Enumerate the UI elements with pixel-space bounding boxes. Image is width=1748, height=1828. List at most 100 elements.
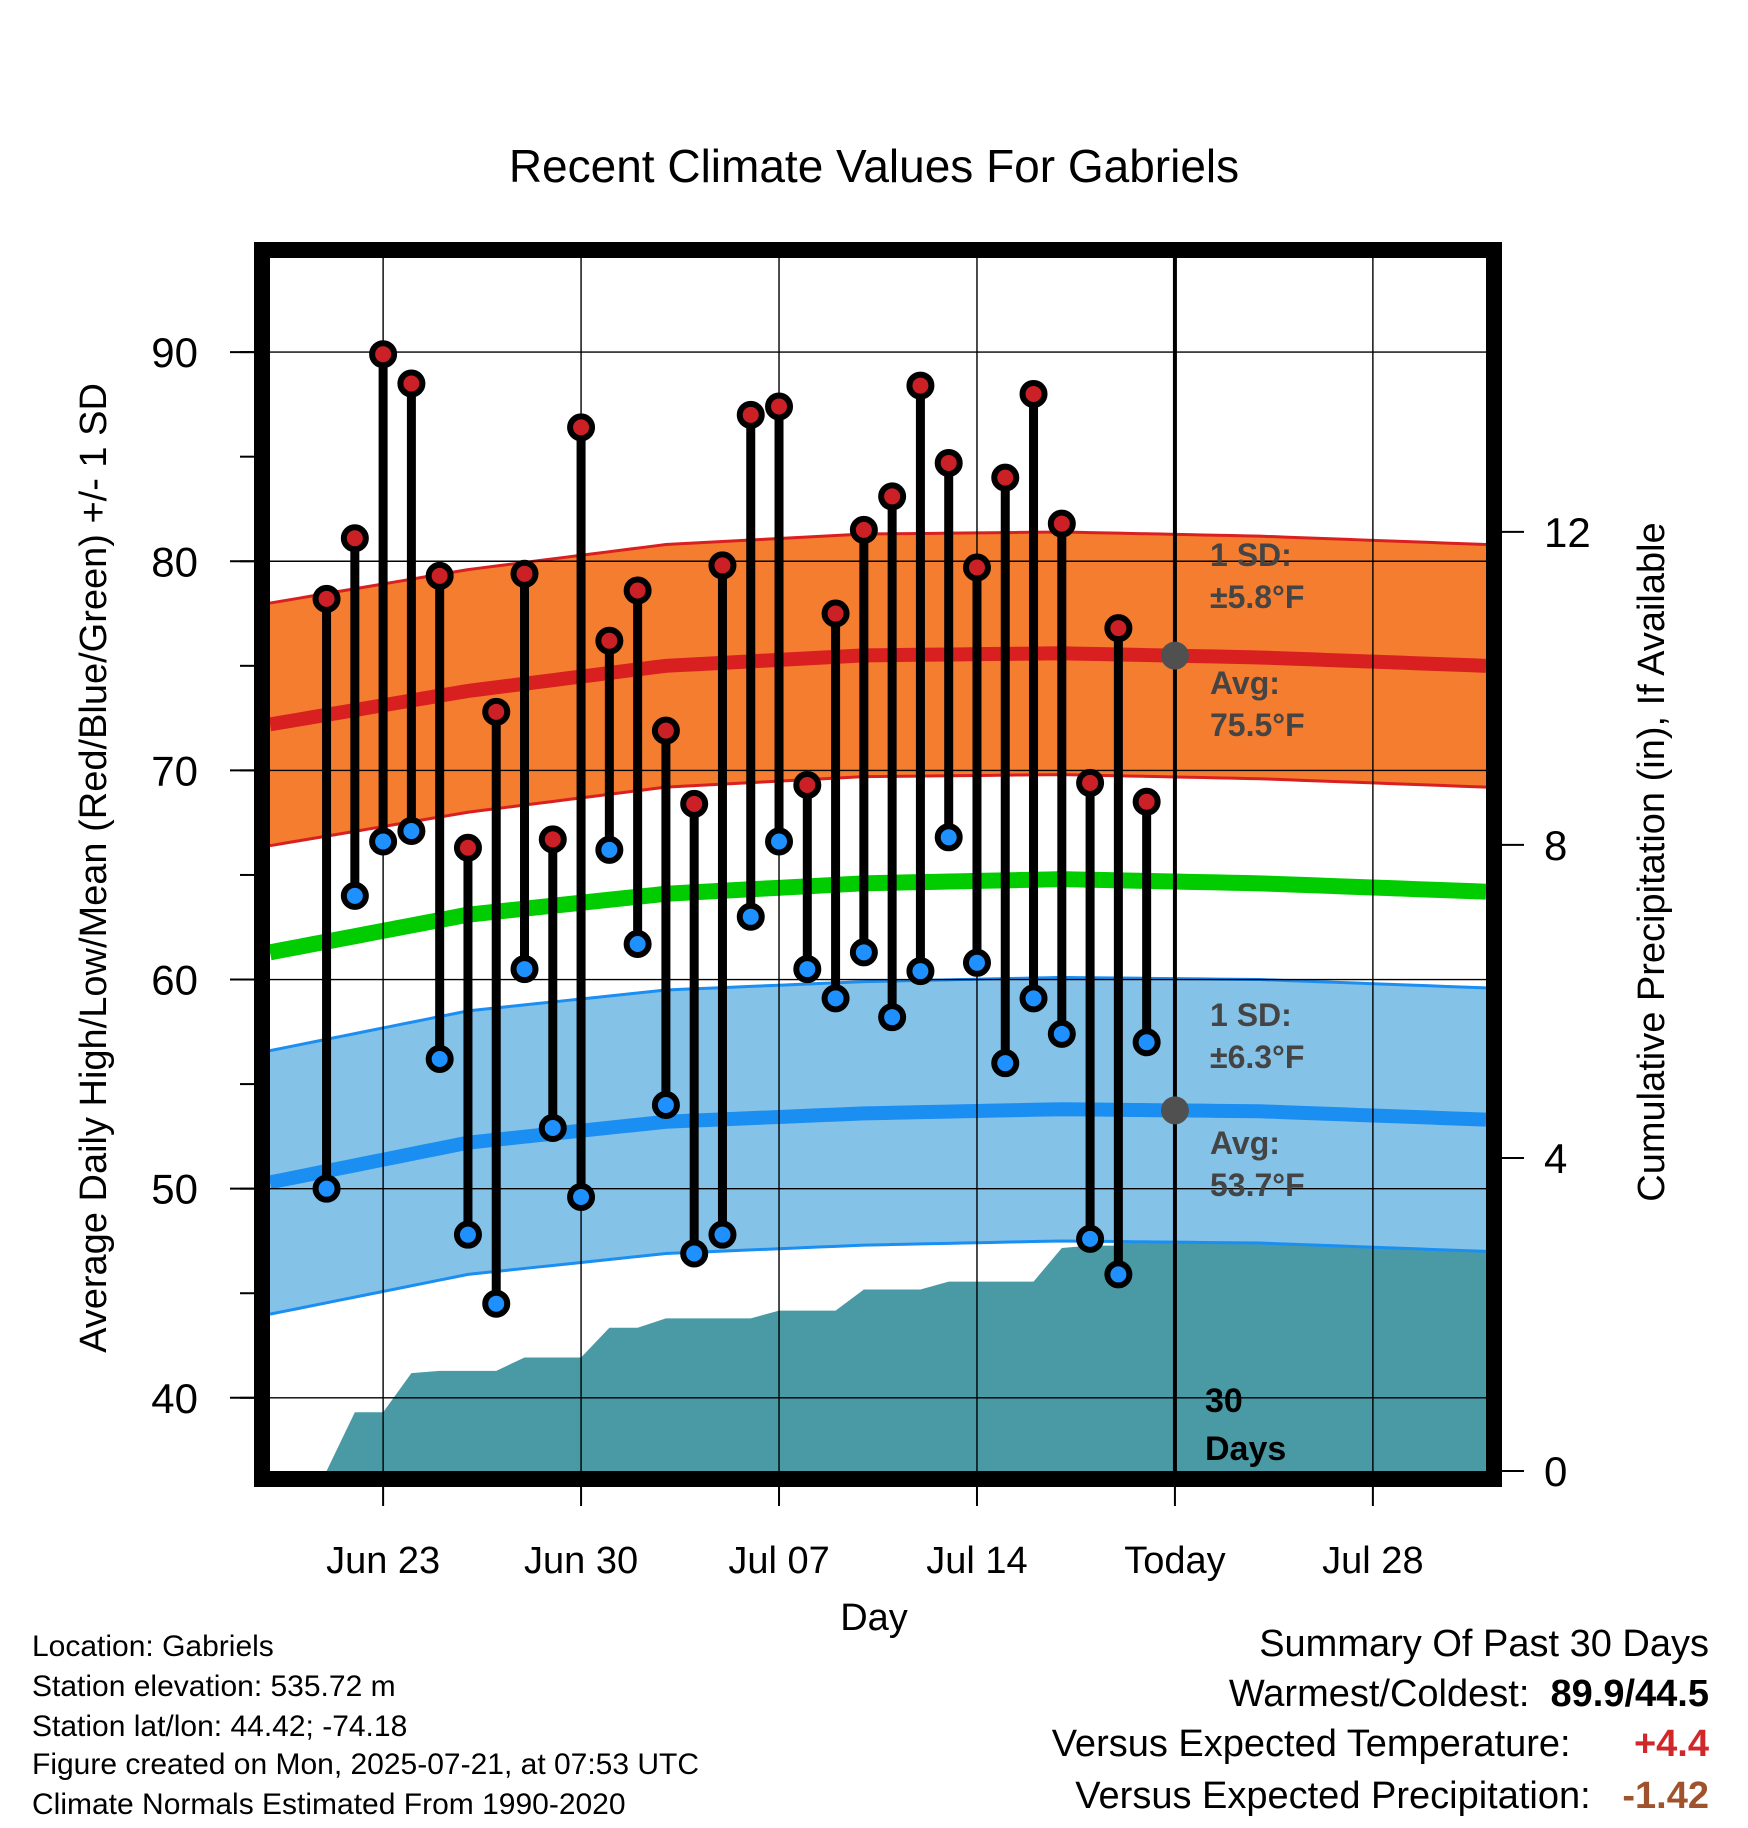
today-high-avg-marker bbox=[1160, 641, 1189, 670]
daily-high-point bbox=[934, 448, 963, 477]
daily-low-point bbox=[708, 1220, 737, 1249]
daily-high-point bbox=[821, 599, 850, 628]
high-normal-line bbox=[268, 646, 1487, 732]
daily-low-point bbox=[397, 817, 426, 846]
daily-low-point bbox=[567, 1183, 596, 1212]
temp-label: Versus Expected Temperature: bbox=[1051, 1723, 1571, 1765]
daily-low-point bbox=[425, 1044, 454, 1073]
daily-low-point bbox=[651, 1091, 680, 1120]
daily-high-point bbox=[1132, 787, 1161, 816]
daily-high-point bbox=[736, 400, 765, 429]
daily-low-point bbox=[1076, 1224, 1105, 1253]
chart-title: Recent Climate Values For Gabriels bbox=[509, 140, 1239, 192]
warm-cold-value: 89.9/44.5 bbox=[1550, 1673, 1709, 1715]
daily-high-point bbox=[510, 559, 539, 588]
daily-low-point bbox=[1132, 1028, 1161, 1057]
y-tick-label: 90 bbox=[151, 329, 198, 376]
high-sd-label: 1 SD: bbox=[1210, 537, 1292, 573]
daily-high-point bbox=[397, 369, 426, 398]
daily-low-point bbox=[962, 948, 991, 977]
daily-high-point bbox=[425, 561, 454, 590]
daily-low-point bbox=[1047, 1019, 1076, 1048]
high-avg-value: 75.5°F bbox=[1210, 707, 1305, 743]
days-count: 30 bbox=[1205, 1382, 1243, 1420]
daily-high-point bbox=[1047, 509, 1076, 538]
elevation-text: Station elevation: 535.72 m bbox=[32, 1670, 396, 1703]
y-axis-label: Average Daily High/Low/Mean (Red/Blue/Gr… bbox=[73, 383, 115, 1353]
high-annotations: 1 SD: ±5.8°F Avg: 75.5°F bbox=[1210, 537, 1305, 743]
daily-low-point bbox=[991, 1049, 1020, 1078]
y2-tick-label: 12 bbox=[1544, 509, 1591, 556]
low-normal-band-upper-edge bbox=[269, 975, 1487, 1053]
high-normal-band bbox=[270, 531, 1486, 846]
summary-precip: Versus Expected Precipitation: -1.42 bbox=[1075, 1776, 1709, 1816]
daily-high-point bbox=[538, 825, 567, 854]
daily-low-point bbox=[453, 1220, 482, 1249]
x-tick-label: Today bbox=[1124, 1540, 1225, 1582]
daily-low-point bbox=[680, 1239, 709, 1268]
x-tick-label: Jun 30 bbox=[524, 1540, 638, 1582]
daily-high-point bbox=[878, 482, 907, 511]
precipitation-area bbox=[298, 1228, 1487, 1471]
daily-high-point bbox=[962, 553, 991, 582]
y2-tick-label: 4 bbox=[1544, 1135, 1567, 1182]
y-tick-label: 80 bbox=[151, 538, 198, 585]
daily-high-point bbox=[849, 515, 878, 544]
daily-high-point bbox=[1076, 768, 1105, 797]
daily-low-point bbox=[878, 1003, 907, 1032]
daily-high-point bbox=[906, 371, 935, 400]
daily-high-point bbox=[453, 833, 482, 862]
daily-high-point bbox=[991, 463, 1020, 492]
created-text: Figure created on Mon, 2025-07-21, at 07… bbox=[32, 1748, 700, 1781]
daily-low-point bbox=[934, 823, 963, 852]
low-normal-band bbox=[270, 977, 1486, 1315]
daily-high-point bbox=[482, 697, 511, 726]
daily-high-point bbox=[1104, 614, 1133, 643]
daily-high-point bbox=[651, 716, 680, 745]
location-text: Location: Gabriels bbox=[32, 1630, 274, 1663]
daily-low-point bbox=[1019, 984, 1048, 1013]
daily-high-point bbox=[595, 626, 624, 655]
plot-frame bbox=[254, 242, 1502, 1487]
daily-high-point bbox=[765, 392, 794, 421]
summary-warm-cold: Warmest/Coldest: 89.9/44.5 bbox=[1229, 1674, 1709, 1714]
daily-low-point bbox=[510, 955, 539, 984]
daily-low-point bbox=[538, 1114, 567, 1143]
x-tick-label: Jul 14 bbox=[926, 1540, 1027, 1582]
days-word: Days bbox=[1205, 1430, 1286, 1468]
summary-temp: Versus Expected Temperature: +4.4 bbox=[1052, 1724, 1709, 1764]
x-axis-label: Day bbox=[840, 1597, 908, 1639]
x-tick-label: Jul 07 bbox=[728, 1540, 829, 1582]
daily-high-point bbox=[340, 524, 369, 553]
daily-low-point bbox=[595, 835, 624, 864]
temp-value: +4.4 bbox=[1633, 1723, 1709, 1765]
normals-text: Climate Normals Estimated From 1990-2020 bbox=[32, 1788, 626, 1821]
daily-low-point bbox=[1104, 1260, 1133, 1289]
daily-high-point bbox=[369, 340, 398, 369]
high-sd-value: ±5.8°F bbox=[1210, 579, 1304, 615]
low-avg-value: 53.7°F bbox=[1210, 1167, 1305, 1203]
axes: 40 50 60 70 80 90 0 4 8 12 Jun 23 Jun 30 Jul 07 Jul 1… bbox=[151, 329, 1590, 1582]
y2-axis-label: Cumulative Precipitation (in), If Availa… bbox=[1631, 522, 1673, 1201]
daily-high-point bbox=[623, 576, 652, 605]
daily-high-point bbox=[793, 771, 822, 800]
daily-low-point bbox=[340, 881, 369, 910]
high-avg-label: Avg: bbox=[1210, 665, 1280, 701]
low-sd-label: 1 SD: bbox=[1210, 997, 1292, 1033]
daily-low-point bbox=[482, 1289, 511, 1318]
low-normal-line bbox=[268, 1102, 1487, 1190]
y2-tick-label: 0 bbox=[1544, 1448, 1567, 1495]
low-annotations: 1 SD: ±6.3°F Avg: 53.7°F bbox=[1210, 997, 1305, 1203]
summary-title: Summary Of Past 30 Days bbox=[1259, 1623, 1709, 1665]
daily-low-point bbox=[906, 957, 935, 986]
mean-normal-line bbox=[268, 871, 1487, 961]
low-sd-value: ±6.3°F bbox=[1210, 1039, 1304, 1075]
high-normal-band-lower-edge bbox=[269, 773, 1487, 848]
daily-low-point bbox=[793, 955, 822, 984]
low-avg-label: Avg: bbox=[1210, 1125, 1280, 1161]
daily-low-point bbox=[736, 902, 765, 931]
y-tick-label: 50 bbox=[151, 1166, 198, 1213]
daily-high-point bbox=[567, 413, 596, 442]
y2-tick-label: 8 bbox=[1544, 822, 1567, 869]
